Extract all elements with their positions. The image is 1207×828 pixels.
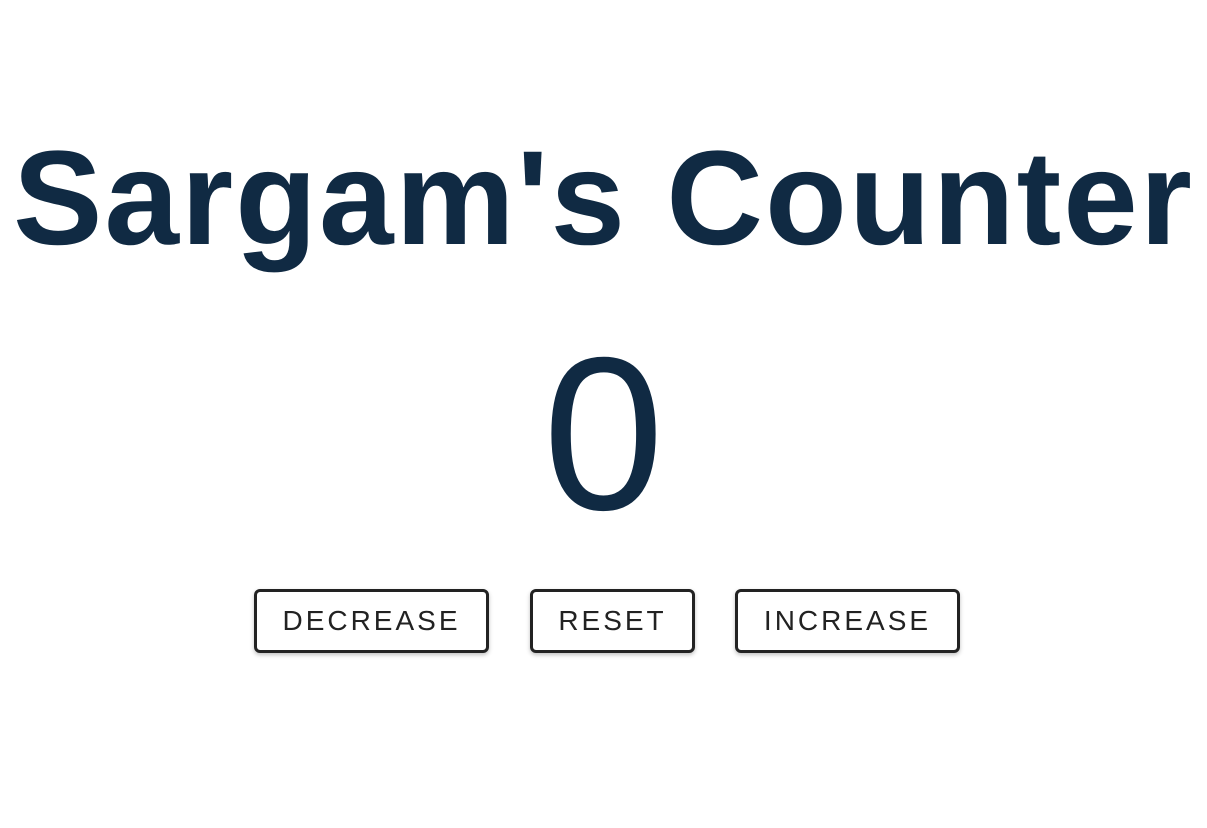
- counter-value: 0: [542, 313, 665, 556]
- decrease-button[interactable]: DECREASE: [254, 589, 489, 653]
- page-title: Sargam's Counter: [13, 124, 1194, 273]
- increase-button[interactable]: INCREASE: [735, 589, 960, 653]
- reset-button[interactable]: RESET: [530, 589, 695, 653]
- counter-controls: DECREASE RESET INCREASE: [0, 589, 1207, 653]
